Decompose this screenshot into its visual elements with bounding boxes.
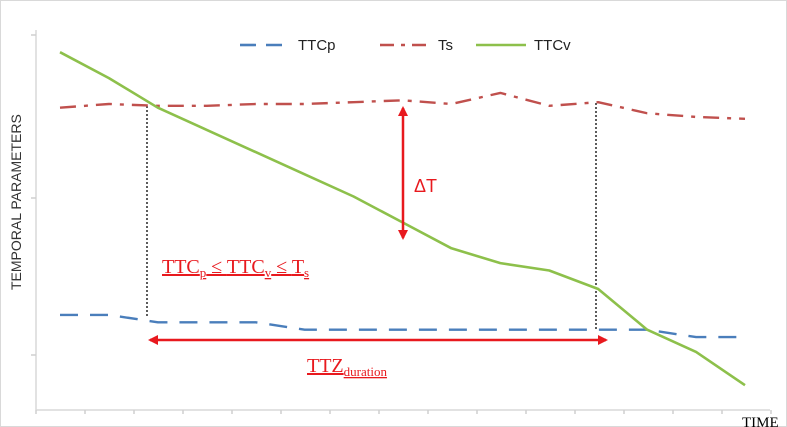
axis-ticks (31, 34, 772, 414)
legend-label-ts: Ts (438, 37, 453, 54)
ttcp-subscript: p (200, 265, 207, 280)
series-line-ttcp (60, 313, 745, 339)
le-symbol-2: ≤ (271, 256, 292, 278)
legend-label-ttcv: TTCv (534, 37, 571, 54)
y-axis-label: TEMPORAL PARAMETERS (8, 114, 24, 290)
delta-t-label: ΔT (414, 176, 437, 196)
ttc-inequality: TTCp ≤ TTCv ≤ Ts (162, 256, 309, 280)
le-symbol-1: ≤ (206, 256, 227, 278)
ttcv-text: TTC (227, 256, 265, 278)
ttz-duration-label: TTZduration (307, 355, 387, 379)
legend-label-ttcp: TTCp (298, 37, 336, 54)
series-line-ts (59, 91, 746, 120)
x-axis-label: TIME (742, 415, 779, 427)
legend: TTCp Ts TTCv (240, 37, 571, 54)
ttz-text: TTZ (307, 355, 344, 377)
ts-text: T (292, 256, 304, 278)
ts-subscript: s (304, 265, 309, 280)
duration-subscript: duration (344, 364, 388, 379)
ttcp-text: TTC (162, 256, 200, 278)
ttcv-subscript: v (265, 265, 272, 280)
